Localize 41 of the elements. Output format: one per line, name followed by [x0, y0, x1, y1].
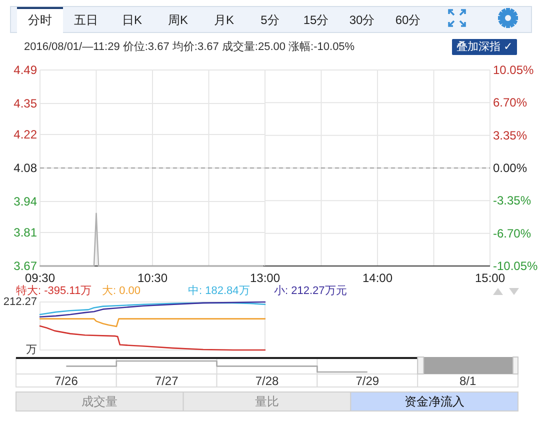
- y2-tick-label: -6.70%: [493, 226, 532, 240]
- y-tick-label: 4.08: [14, 161, 38, 175]
- x-tick-label: 7/27: [154, 374, 179, 388]
- text: 5分: [260, 13, 280, 27]
- x-tick-label: 8/1: [459, 374, 476, 388]
- y-tick-label: 4.35: [14, 96, 38, 110]
- text: 15分: [303, 13, 329, 27]
- text: 60分: [395, 13, 421, 27]
- text: 成交量: [82, 394, 118, 408]
- y-tick-label: 4.49: [14, 63, 38, 77]
- text: 月K: [214, 13, 234, 27]
- text: 日K: [122, 13, 142, 27]
- text: 30分: [349, 13, 375, 27]
- y2-tick-label: 0.00%: [493, 161, 528, 175]
- text: 量比: [255, 394, 279, 408]
- x-tick-label: 09:30: [24, 271, 56, 285]
- y2-tick-label: 10.05%: [493, 63, 534, 77]
- y-tick-label: 3.94: [14, 194, 38, 208]
- y-tick-label: 3.67: [14, 259, 38, 273]
- y2-tick-label: 6.70%: [493, 96, 528, 110]
- text: 分时: [28, 13, 52, 27]
- text: 五日: [74, 13, 98, 27]
- chart-subtitle: 2016/08/01/—11:29 价位:3.67 均价:3.67 成交量:25.00 涨幅:-10.05%: [24, 40, 355, 53]
- text: 资金净流入: [404, 394, 464, 408]
- text: 叠加深指 ✓: [456, 40, 513, 53]
- y-tick-label: 4.22: [14, 128, 38, 142]
- x-tick-label: 7/28: [255, 374, 279, 388]
- x-tick-label: 14:00: [362, 271, 393, 285]
- y2-tick-label: -3.35%: [493, 194, 532, 208]
- text: 212.27: [3, 296, 37, 308]
- x-tick-label: 7/26: [54, 374, 78, 388]
- text: 周K: [168, 13, 188, 27]
- y2-tick-label: 3.35%: [493, 128, 528, 142]
- text: 万: [26, 344, 37, 356]
- y2-tick-label: -10.05%: [493, 259, 538, 273]
- x-tick-label: 10:30: [137, 271, 168, 285]
- x-tick-label: 13:00: [250, 271, 280, 285]
- y-tick-label: 3.81: [14, 226, 38, 240]
- legend: 特大: -395.11万 大: 0.00 中: 182.84万 小: 212.27万元: [16, 285, 347, 297]
- x-tick-label: 15:00: [474, 271, 506, 285]
- x-tick-label: 7/29: [356, 374, 380, 388]
